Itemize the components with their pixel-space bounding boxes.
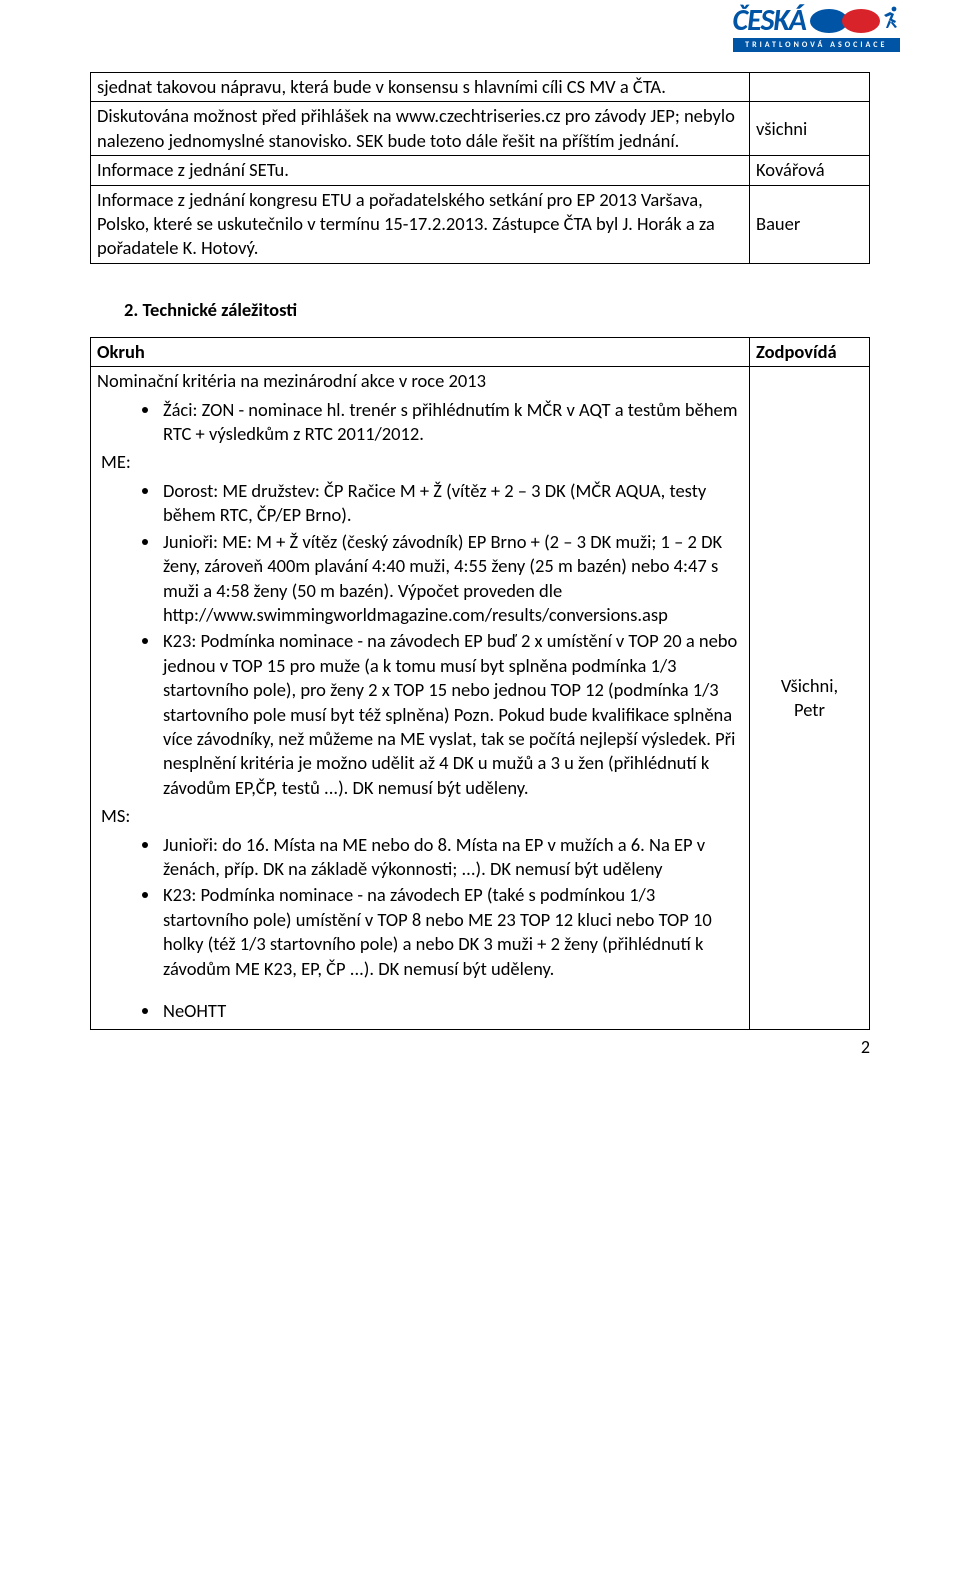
list-item: Junioři: ME: M + Ž vítěz (český závodník… [161,530,743,628]
label-ms: MS: [101,804,743,828]
bullet-list-me: Dorost: ME družstev: ČP Račice M + Ž (ví… [97,479,743,800]
cell-left: Diskutována možnost před přihlášek na ww… [91,102,750,156]
table-row: Nominační kritéria na mezinárodní akce v… [91,367,870,1030]
list-item: K23: Podmínka nominace - na závodech EP … [161,629,743,800]
cell-left: Nominační kritéria na mezinárodní akce v… [91,367,750,1030]
page: ČESKÁ TRIATLONOVÁ ASOCIACE sjednat takov… [0,0,960,1070]
table-row: Diskutována možnost před přihlášek na ww… [91,102,870,156]
cell-left: sjednat takovou nápravu, která bude v ko… [91,73,750,102]
list-item: Junioři: do 16. Místa na ME nebo do 8. M… [161,833,743,882]
list-item: Žáci: ZON - nominace hl. trenér s přihlé… [161,398,743,447]
intro-text: Nominační kritéria na mezinárodní akce v… [97,369,743,393]
logo-globe-red [842,9,880,33]
cell-right [750,73,870,102]
table-row: sjednat takovou nápravu, která bude v ko… [91,73,870,102]
cell-right: Všichni, Petr [750,367,870,1030]
label-me: ME: [101,450,743,474]
list-item: K23: Podmínka nominace - na závodech EP … [161,883,743,981]
list-item: NeOHTT [161,999,743,1023]
table-row: Informace z jednání kongresu ETU a pořad… [91,185,870,263]
runner-icon [880,6,900,36]
table-row: Informace z jednání SETu. Kovářová [91,156,870,185]
bullet-list-last: NeOHTT [97,999,743,1023]
cell-right: Bauer [750,185,870,263]
table-1: sjednat takovou nápravu, která bude v ko… [90,72,870,264]
header-left: Okruh [91,337,750,366]
page-number: 2 [861,1036,870,1058]
bullet-list-ms: Junioři: do 16. Místa na ME nebo do 8. M… [97,833,743,981]
list-item: Dorost: ME družstev: ČP Račice M + Ž (ví… [161,479,743,528]
cell-right: všichni [750,102,870,156]
table-header-row: Okruh Zodpovídá [91,337,870,366]
logo-bar: TRIATLONOVÁ ASOCIACE [733,38,900,52]
cell-left: Informace z jednání SETu. [91,156,750,185]
logo: ČESKÁ TRIATLONOVÁ ASOCIACE [733,6,900,52]
header-right: Zodpovídá [750,337,870,366]
logo-top: ČESKÁ [733,6,900,36]
logo-text: ČESKÁ [733,6,806,36]
bullet-list: Žáci: ZON - nominace hl. trenér s přihlé… [97,398,743,447]
cell-right: Kovářová [750,156,870,185]
table-2: Okruh Zodpovídá Nominační kritéria na me… [90,337,870,1031]
cell-left: Informace z jednání kongresu ETU a pořad… [91,185,750,263]
section-2-title: 2. Technické záležitosti [124,298,870,321]
